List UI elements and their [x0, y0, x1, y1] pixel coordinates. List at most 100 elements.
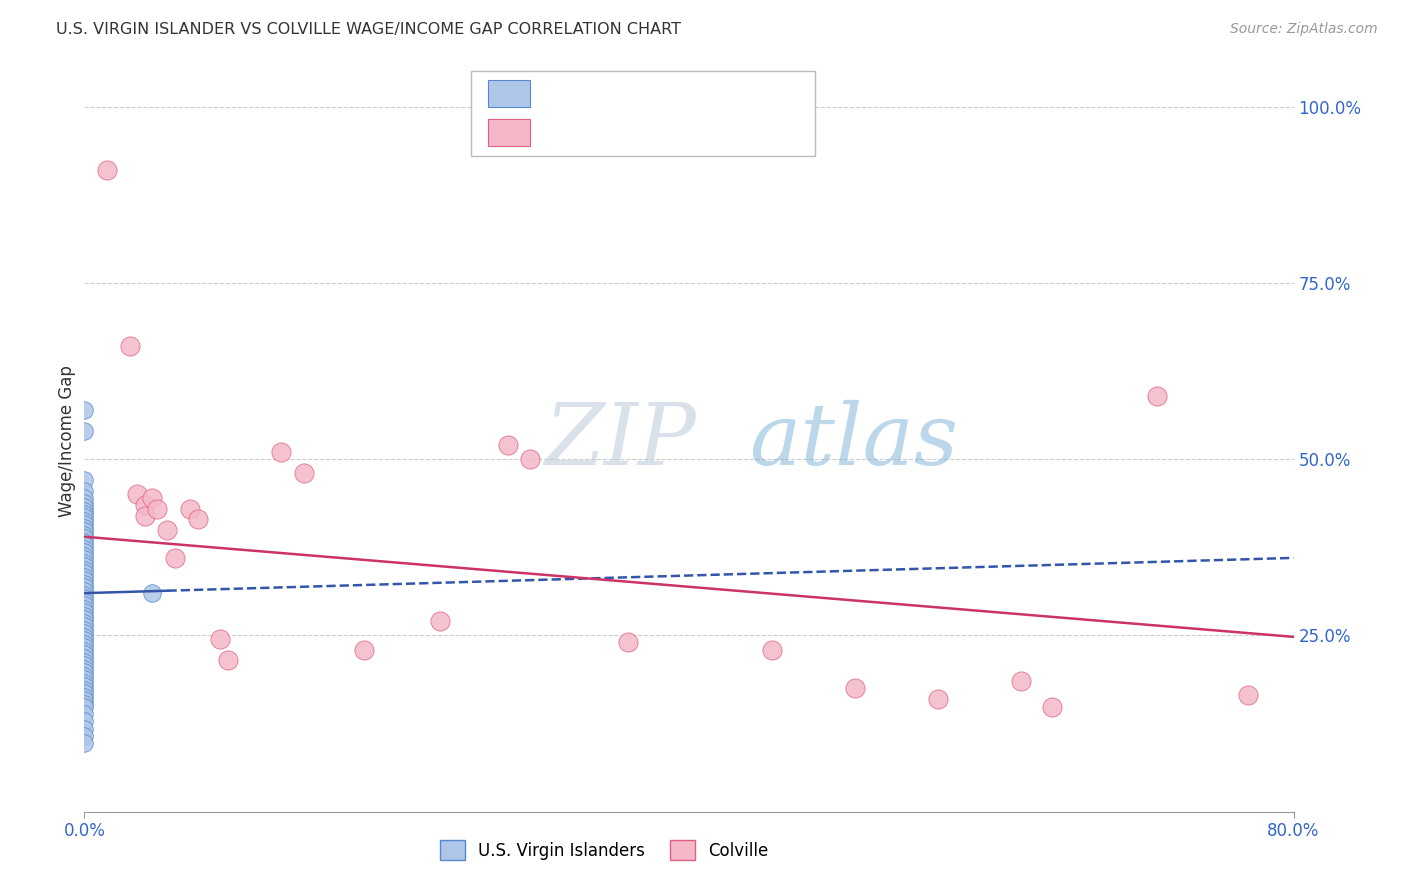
Legend: U.S. Virgin Islanders, Colville: U.S. Virgin Islanders, Colville: [433, 834, 775, 866]
Point: [73, 693, 96, 707]
Point: [73, 552, 96, 566]
Text: R =: R =: [547, 123, 583, 141]
Point: [270, 445, 292, 459]
FancyBboxPatch shape: [471, 71, 815, 156]
Point: [73, 520, 96, 534]
Text: 27: 27: [740, 123, 763, 141]
Point: [73, 682, 96, 697]
Point: [73, 630, 96, 644]
Text: -0.154: -0.154: [602, 123, 661, 141]
Point: [1146, 389, 1168, 403]
Point: [73, 612, 96, 626]
Point: [73, 615, 96, 630]
Point: [73, 527, 96, 541]
Point: [73, 402, 96, 417]
Point: [927, 692, 949, 706]
Point: [73, 690, 96, 704]
Point: [73, 655, 96, 669]
Point: [73, 507, 96, 521]
Point: [73, 729, 96, 743]
Point: [73, 591, 96, 605]
Point: [844, 681, 866, 696]
Point: [73, 584, 96, 599]
Point: [73, 686, 96, 700]
Point: [134, 508, 156, 523]
Text: 0.014: 0.014: [602, 85, 654, 103]
Point: [179, 501, 201, 516]
Point: [73, 541, 96, 556]
Point: [73, 524, 96, 538]
Point: [156, 523, 179, 537]
Point: [73, 675, 96, 690]
Point: [118, 339, 141, 353]
Point: [73, 491, 96, 505]
Point: [73, 500, 96, 515]
Point: [73, 651, 96, 665]
Point: [73, 644, 96, 658]
Text: N =: N =: [678, 85, 714, 103]
Text: atlas: atlas: [749, 401, 959, 483]
Bar: [488, 80, 530, 107]
Point: [134, 498, 156, 512]
Text: 71: 71: [740, 85, 763, 103]
Point: [73, 570, 96, 584]
Point: [73, 626, 96, 640]
Point: [146, 501, 169, 516]
Point: [127, 487, 149, 501]
Point: [73, 700, 96, 714]
Point: [73, 545, 96, 559]
Point: [73, 538, 96, 552]
Point: [73, 563, 96, 577]
Point: [73, 577, 96, 591]
Point: [73, 483, 96, 498]
Point: [73, 714, 96, 729]
Point: [141, 491, 163, 505]
Point: [73, 514, 96, 528]
Text: R =: R =: [547, 85, 583, 103]
Point: [187, 512, 209, 526]
Text: Source: ZipAtlas.com: Source: ZipAtlas.com: [1230, 22, 1378, 37]
Point: [73, 658, 96, 673]
Point: [96, 163, 118, 178]
Point: [73, 594, 96, 608]
Point: [73, 662, 96, 676]
Point: [73, 510, 96, 524]
Point: [73, 531, 96, 545]
Point: [73, 581, 96, 595]
Point: [73, 640, 96, 655]
Point: [73, 672, 96, 686]
Point: [73, 534, 96, 549]
Point: [73, 637, 96, 651]
Point: [73, 619, 96, 633]
Point: [73, 473, 96, 487]
Point: [73, 697, 96, 711]
Point: [73, 668, 96, 682]
Point: [73, 598, 96, 612]
Point: [73, 679, 96, 693]
Point: [496, 438, 519, 452]
Point: [73, 605, 96, 619]
Point: [165, 550, 187, 565]
Point: [1237, 689, 1260, 703]
Point: [73, 665, 96, 679]
Point: [1011, 674, 1033, 689]
Text: ZIP: ZIP: [544, 401, 696, 483]
Point: [353, 642, 375, 657]
Y-axis label: Wage/Income Gap: Wage/Income Gap: [58, 366, 76, 517]
Point: [73, 559, 96, 574]
Bar: [488, 119, 530, 146]
Point: [73, 588, 96, 602]
Point: [73, 556, 96, 570]
Point: [73, 722, 96, 736]
Point: [73, 574, 96, 588]
Point: [73, 566, 96, 581]
Point: [73, 736, 96, 750]
Point: [429, 615, 451, 629]
Point: [73, 496, 96, 510]
Point: [73, 707, 96, 722]
Point: [73, 516, 96, 531]
Point: [73, 424, 96, 438]
Point: [73, 549, 96, 563]
Point: [292, 467, 315, 481]
Point: [73, 648, 96, 662]
